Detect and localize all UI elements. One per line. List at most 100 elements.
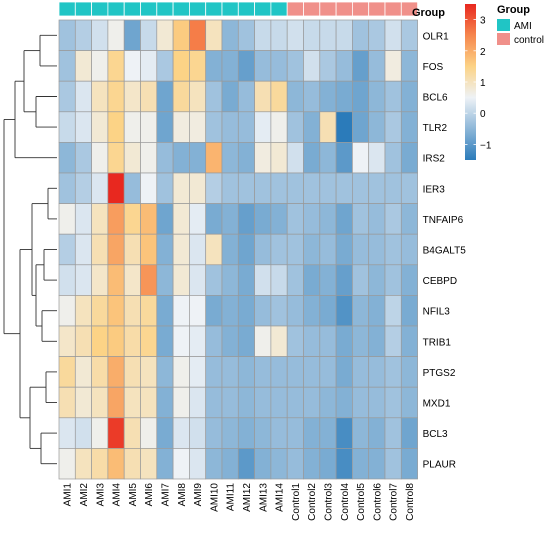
heatmap-cell bbox=[286, 80, 304, 113]
row-label-mxd1: MXD1 bbox=[423, 399, 451, 410]
heatmap-cell bbox=[172, 356, 190, 388]
heatmap-cell bbox=[123, 448, 141, 480]
heatmap-cell bbox=[58, 80, 76, 113]
annotation-cell-control7 bbox=[384, 1, 402, 17]
heatmap-cell bbox=[107, 417, 125, 449]
heatmap-cell bbox=[107, 386, 125, 419]
heatmap-cell bbox=[270, 325, 288, 357]
heatmap-cell bbox=[286, 417, 304, 449]
legend-swatch-control bbox=[497, 33, 510, 45]
heatmap-cell bbox=[140, 417, 158, 449]
heatmap-cell bbox=[140, 386, 158, 419]
column-label-ami10: AMI10 bbox=[209, 483, 220, 512]
annotation-cell-ami6 bbox=[140, 1, 158, 17]
heatmap-cell bbox=[58, 142, 76, 174]
heatmap-cell bbox=[140, 264, 158, 296]
heatmap-cell bbox=[400, 233, 418, 266]
heatmap-cell bbox=[172, 325, 190, 357]
heatmap-cell bbox=[123, 386, 141, 419]
heatmap-cell bbox=[270, 356, 288, 388]
heatmap-cell bbox=[254, 80, 272, 113]
heatmap-cell bbox=[205, 386, 223, 419]
heatmap-cell bbox=[319, 142, 337, 174]
heatmap-cell bbox=[254, 233, 272, 266]
heatmap-cell bbox=[189, 80, 207, 113]
heatmap-cell bbox=[368, 172, 386, 204]
colorbar-tick-label: 0 bbox=[480, 109, 486, 120]
heatmap-cell bbox=[286, 233, 304, 266]
heatmap-cell bbox=[286, 19, 304, 51]
heatmap-cell bbox=[172, 233, 190, 266]
heatmap-cell bbox=[335, 203, 353, 235]
heatmap-cell bbox=[107, 172, 125, 204]
heatmap-cell bbox=[335, 111, 353, 143]
heatmap-cell bbox=[156, 172, 174, 204]
heatmap-cell bbox=[107, 295, 125, 327]
row-label-ier3: IER3 bbox=[423, 184, 446, 195]
heatmap-cell bbox=[335, 448, 353, 480]
heatmap-cell bbox=[156, 448, 174, 480]
heatmap-cell bbox=[172, 448, 190, 480]
heatmap-cell bbox=[172, 417, 190, 449]
heatmap-cell bbox=[400, 295, 418, 327]
heatmap-cell bbox=[58, 264, 76, 296]
colorbar-tick-label: 2 bbox=[480, 47, 486, 58]
heatmap-cell bbox=[74, 386, 92, 419]
column-label-control3: Control3 bbox=[323, 483, 334, 521]
column-label-ami1: AMI1 bbox=[63, 483, 74, 507]
heatmap-cell bbox=[319, 264, 337, 296]
heatmap-cell bbox=[172, 111, 190, 143]
heatmap-cell bbox=[221, 233, 239, 266]
heatmap-cell bbox=[400, 19, 418, 51]
heatmap-cell bbox=[156, 80, 174, 113]
heatmap-cell bbox=[91, 203, 109, 235]
column-label-control2: Control2 bbox=[307, 483, 318, 521]
heatmap-cell bbox=[352, 295, 370, 327]
heatmap-cell bbox=[221, 417, 239, 449]
heatmap-cell bbox=[335, 50, 353, 82]
annotation-cell-ami14 bbox=[270, 1, 288, 17]
heatmap-cell bbox=[140, 50, 158, 82]
colorbar-tick-label: 3 bbox=[480, 16, 486, 27]
heatmap-cell bbox=[270, 111, 288, 143]
heatmap-cell bbox=[172, 386, 190, 419]
heatmap-cell bbox=[352, 325, 370, 357]
heatmap-cell bbox=[123, 80, 141, 113]
heatmap-cell bbox=[123, 111, 141, 143]
heatmap-cell bbox=[254, 417, 272, 449]
annotation-cell-ami7 bbox=[156, 1, 174, 17]
heatmap-cell bbox=[58, 356, 76, 388]
heatmap-cell bbox=[140, 111, 158, 143]
heatmap-cell bbox=[368, 80, 386, 113]
heatmap-cell bbox=[58, 203, 76, 235]
heatmap-cell bbox=[172, 203, 190, 235]
heatmap-cell bbox=[205, 19, 223, 51]
heatmap-cell bbox=[319, 233, 337, 266]
heatmap-cell bbox=[221, 386, 239, 419]
heatmap-cell bbox=[270, 80, 288, 113]
heatmap-cell bbox=[172, 295, 190, 327]
column-label-control6: Control6 bbox=[372, 483, 383, 521]
heatmap-cell bbox=[156, 325, 174, 357]
annotation-cell-ami10 bbox=[205, 1, 223, 17]
column-labels: AMI1 AMI2 AMI3 AMI4 AMI5 AMI6 AMI7 AMI8 AMI9 AMI1… bbox=[63, 483, 416, 521]
heatmap-cell bbox=[172, 19, 190, 51]
heatmap-cell bbox=[319, 50, 337, 82]
heatmap-cell bbox=[303, 19, 321, 51]
heatmap-cell bbox=[286, 142, 304, 174]
heatmap-cell bbox=[91, 295, 109, 327]
heatmap-cell bbox=[384, 203, 402, 235]
heatmap-cell bbox=[237, 111, 255, 143]
heatmap-cell bbox=[319, 295, 337, 327]
heatmap-cell bbox=[335, 417, 353, 449]
heatmap-cell bbox=[368, 50, 386, 82]
heatmap-cell bbox=[352, 356, 370, 388]
heatmap-cell bbox=[384, 142, 402, 174]
heatmap-cell bbox=[368, 233, 386, 266]
heatmap-cell bbox=[189, 356, 207, 388]
heatmap-cell bbox=[352, 172, 370, 204]
heatmap-cell bbox=[303, 448, 321, 480]
heatmap-cell bbox=[156, 203, 174, 235]
heatmap-cell bbox=[107, 264, 125, 296]
heatmap-cell bbox=[237, 325, 255, 357]
